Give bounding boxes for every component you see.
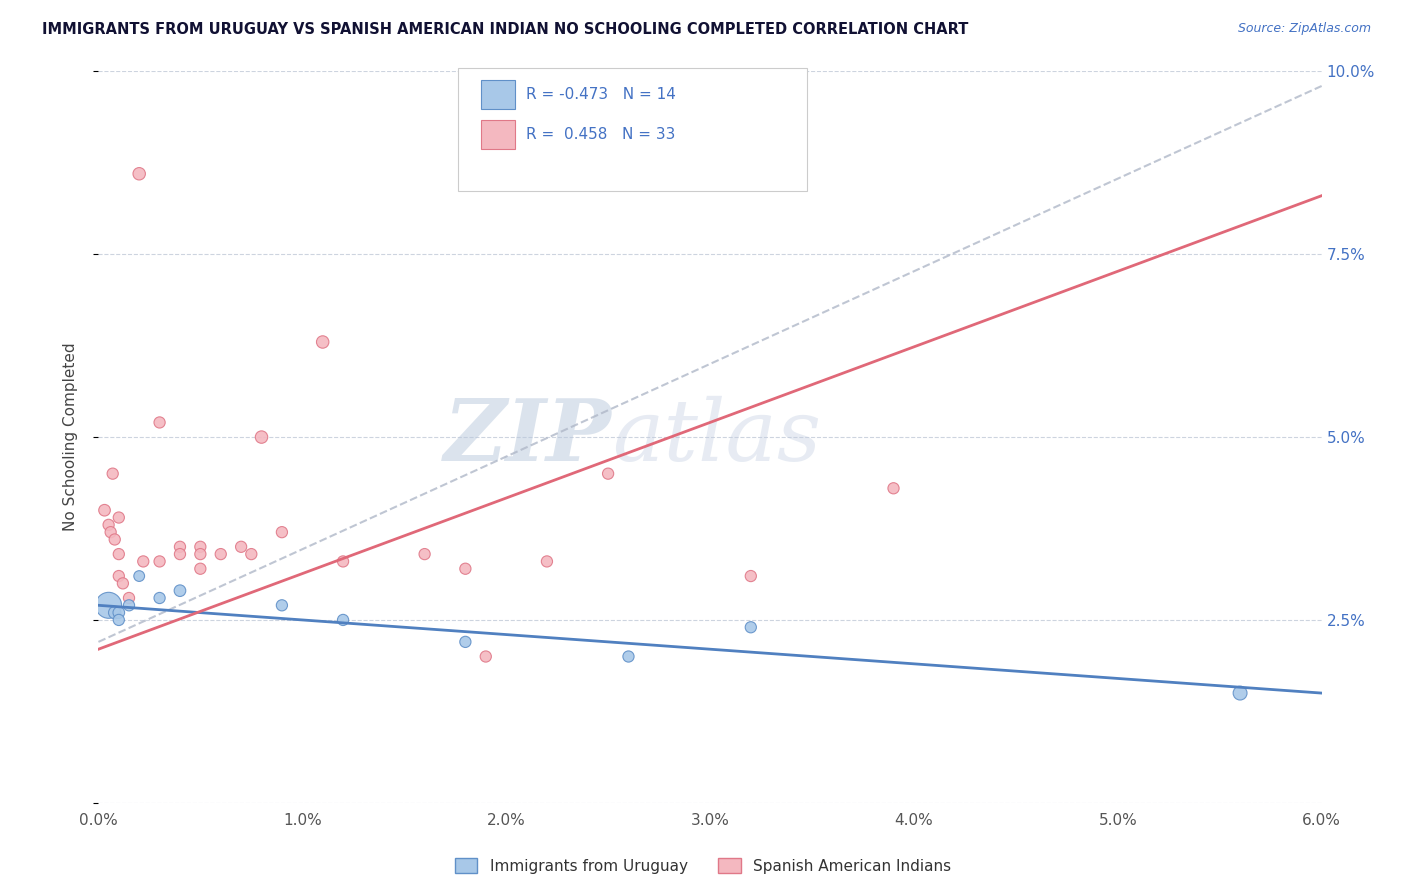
Point (188, 540, 212, 554)
Text: R = -0.473   N = 14: R = -0.473 N = 14 (526, 87, 676, 102)
Point (883, 481, 905, 495)
Point (474, 649, 498, 664)
Point (128, 167, 150, 181)
Text: Source: ZipAtlas.com: Source: ZipAtlas.com (1237, 22, 1371, 36)
Point (100, 525, 122, 540)
Point (128, 569, 150, 583)
Point (149, 554, 172, 568)
Point (97, 517, 120, 532)
Point (1229, 686, 1251, 700)
Point (104, 533, 127, 547)
Point (169, 540, 191, 554)
Point (108, 569, 131, 583)
Point (118, 599, 141, 613)
Point (454, 635, 477, 649)
Point (209, 547, 232, 561)
Point (108, 606, 131, 620)
Point (108, 510, 131, 524)
Point (132, 554, 155, 568)
Point (108, 547, 131, 561)
Point (104, 606, 127, 620)
Point (149, 416, 172, 430)
Point (231, 540, 253, 554)
Point (93, 503, 115, 517)
Point (250, 430, 273, 444)
Point (270, 525, 292, 540)
Point (149, 591, 172, 605)
Point (270, 599, 292, 613)
Point (536, 554, 558, 568)
Text: atlas: atlas (612, 396, 821, 478)
Point (617, 649, 640, 664)
Point (454, 562, 477, 576)
Point (413, 547, 436, 561)
Y-axis label: No Schooling Completed: No Schooling Completed (63, 343, 77, 532)
Text: IMMIGRANTS FROM URUGUAY VS SPANISH AMERICAN INDIAN NO SCHOOLING COMPLETED CORREL: IMMIGRANTS FROM URUGUAY VS SPANISH AMERI… (42, 22, 969, 37)
Point (598, 467, 620, 481)
Text: R =  0.458   N = 33: R = 0.458 N = 33 (526, 128, 675, 142)
Point (740, 620, 762, 634)
Point (188, 547, 212, 561)
Point (240, 547, 263, 561)
Point (332, 613, 354, 627)
Point (108, 613, 131, 627)
Point (188, 562, 212, 576)
Point (111, 576, 134, 591)
Text: ZIP: ZIP (444, 395, 612, 479)
Point (97, 599, 120, 613)
Legend: Immigrants from Uruguay, Spanish American Indians: Immigrants from Uruguay, Spanish America… (449, 852, 957, 880)
Point (332, 554, 354, 568)
Point (169, 547, 191, 561)
Point (311, 334, 335, 349)
Point (740, 569, 762, 583)
Point (169, 583, 191, 598)
Point (101, 467, 124, 481)
Point (118, 591, 141, 605)
